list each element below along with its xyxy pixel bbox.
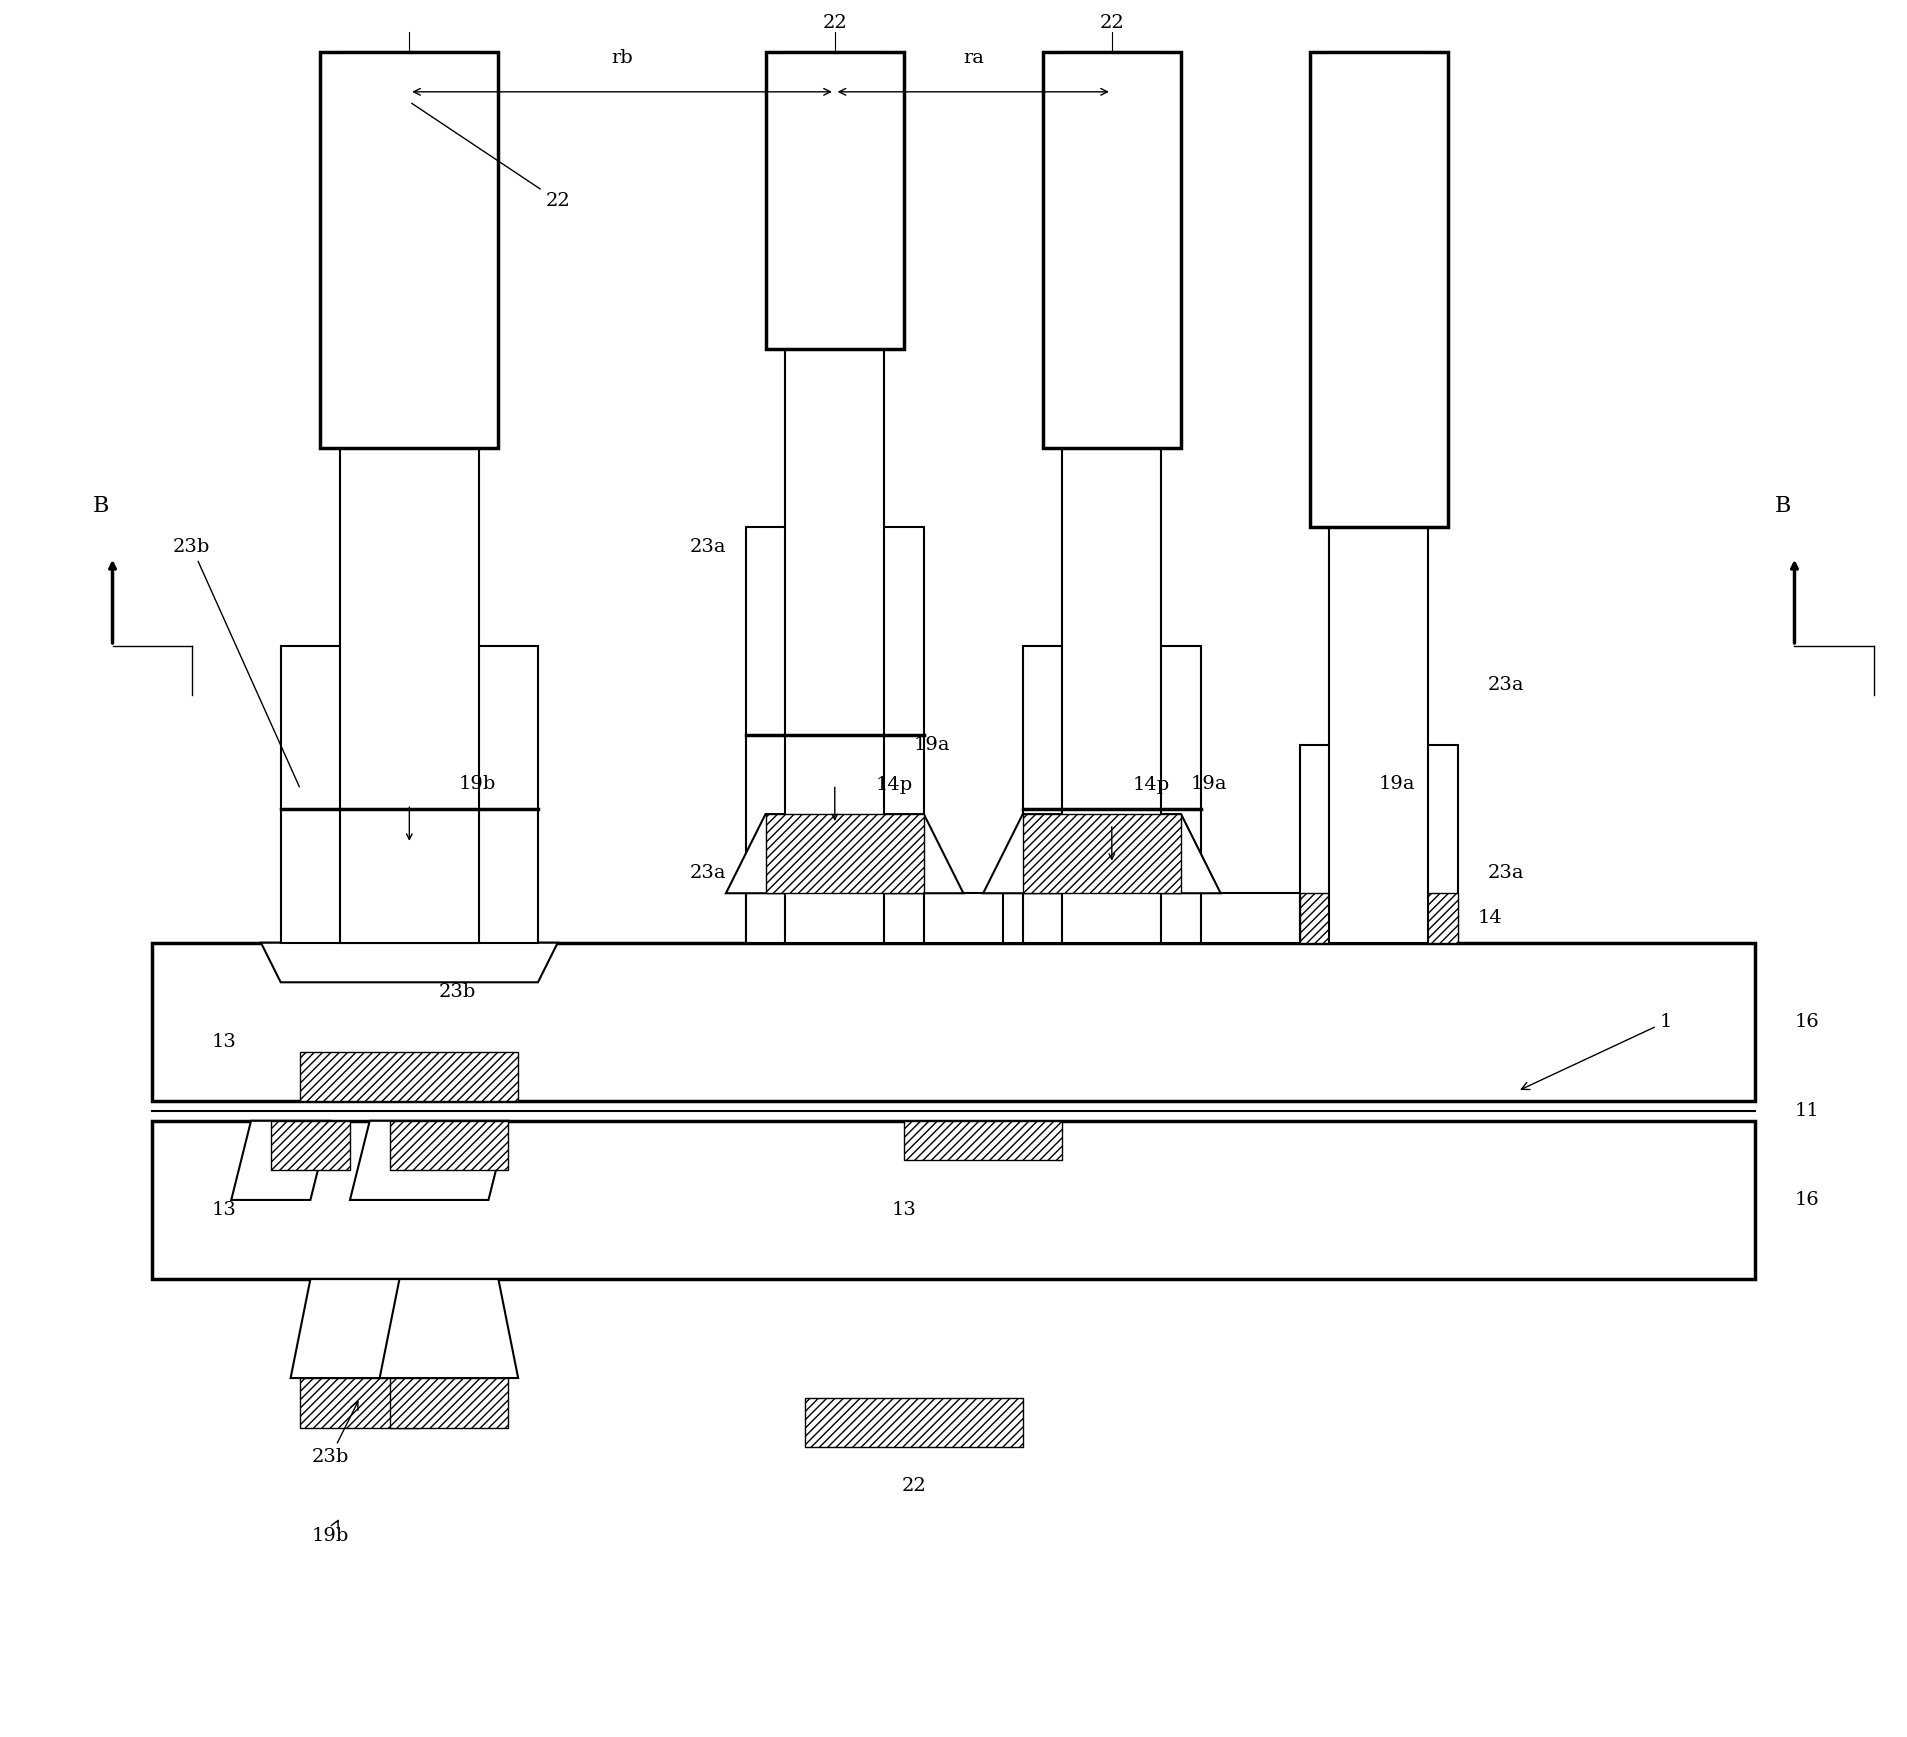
Polygon shape [290,1278,429,1377]
Text: 14p: 14p [1133,776,1171,794]
Text: 14p: 14p [875,776,913,794]
Text: 22: 22 [822,14,847,31]
Text: 23b: 23b [439,983,477,1001]
Text: 11: 11 [1794,1101,1819,1120]
Text: 19a: 19a [913,736,950,754]
Bar [1329,52,1428,943]
Text: 13: 13 [212,1032,236,1051]
Bar [1301,745,1459,943]
Text: rb: rb [610,49,633,68]
Text: 16: 16 [1794,1013,1819,1030]
Polygon shape [379,1278,519,1377]
Text: 13: 13 [892,1200,917,1219]
Bar [786,52,885,943]
Text: B: B [93,495,109,518]
Text: 16: 16 [1794,1192,1819,1209]
Bar [389,1120,509,1171]
Text: 19b: 19b [311,1520,349,1546]
Bar [1043,52,1180,448]
Bar [1022,646,1201,943]
Text: 1: 1 [1522,1013,1672,1089]
Bar [746,893,1043,943]
Text: 19a: 19a [1192,775,1228,794]
Bar [1003,893,1301,943]
Polygon shape [984,815,1220,893]
Bar [765,815,923,893]
Text: 13: 13 [212,1200,236,1219]
Polygon shape [231,1120,330,1200]
Bar [320,52,498,448]
Bar [1301,893,1459,943]
Bar [1062,52,1161,943]
Bar [746,526,923,943]
Text: 19b: 19b [460,775,496,794]
Bar [904,1120,1062,1160]
Text: 22: 22 [902,1476,927,1496]
Polygon shape [261,943,557,983]
Text: 19a: 19a [1379,775,1415,794]
Text: ra: ra [963,49,984,68]
Text: 23b: 23b [174,538,299,787]
Bar [805,1398,1022,1447]
Text: 23a: 23a [690,538,727,556]
Bar [765,52,904,349]
Bar [389,1377,509,1428]
Text: 22: 22 [1100,14,1125,31]
Text: 23a: 23a [690,865,727,882]
Bar [339,52,479,943]
Text: B: B [1775,495,1791,518]
Bar [271,1120,351,1171]
Text: 23a: 23a [1487,865,1524,882]
Bar [301,1377,420,1428]
Bar [153,943,1754,1101]
Bar [1310,52,1447,526]
Text: 23a: 23a [1487,676,1524,695]
Polygon shape [351,1120,509,1200]
Text: 22: 22 [412,102,570,210]
Bar [301,1051,519,1101]
Text: 23b: 23b [311,1402,359,1466]
Bar [1022,815,1180,893]
Polygon shape [727,815,963,893]
Text: 14: 14 [1478,908,1503,928]
Bar [153,1120,1754,1278]
Bar [280,646,538,943]
